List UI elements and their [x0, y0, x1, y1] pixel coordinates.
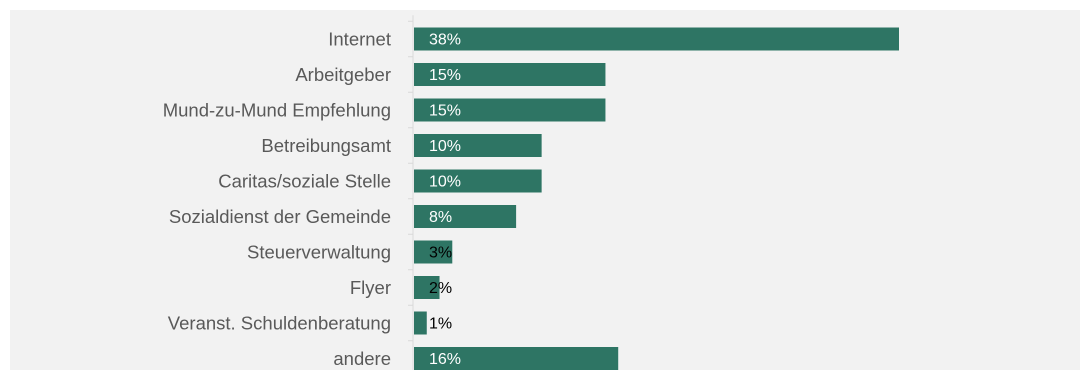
category-label: Veranst. Schuldenberatung: [168, 313, 391, 334]
value-label: 10%: [429, 138, 461, 155]
category-label: Steuerverwaltung: [247, 242, 391, 263]
bar: [414, 347, 619, 370]
bar: [414, 169, 542, 193]
category-label: andere: [333, 348, 391, 369]
value-label: 10%: [429, 174, 461, 191]
category-label: Betreibungsamt: [261, 135, 391, 156]
value-label: 3%: [429, 245, 452, 262]
category-label: Mund-zu-Mund Empfehlung: [163, 100, 391, 121]
bar: [414, 240, 453, 264]
bar: [414, 134, 542, 157]
value-label: 16%: [429, 351, 461, 368]
bar: [414, 276, 440, 299]
category-label: Internet: [328, 29, 391, 50]
bar: [414, 311, 427, 335]
value-label: 15%: [429, 103, 461, 120]
category-label: Sozialdienst der Gemeinde: [169, 206, 391, 227]
bar: [414, 27, 899, 51]
value-label: 15%: [429, 67, 461, 84]
category-label: Arbeitgeber: [295, 64, 391, 85]
value-label: 1%: [429, 316, 452, 333]
value-label: 8%: [429, 209, 452, 226]
category-label: Caritas/soziale Stelle: [218, 171, 391, 192]
bar: [414, 98, 606, 122]
bar: [414, 63, 606, 86]
bar: [414, 205, 517, 228]
category-label: Flyer: [350, 277, 391, 298]
value-label: 2%: [429, 280, 452, 297]
value-label: 38%: [429, 32, 461, 49]
